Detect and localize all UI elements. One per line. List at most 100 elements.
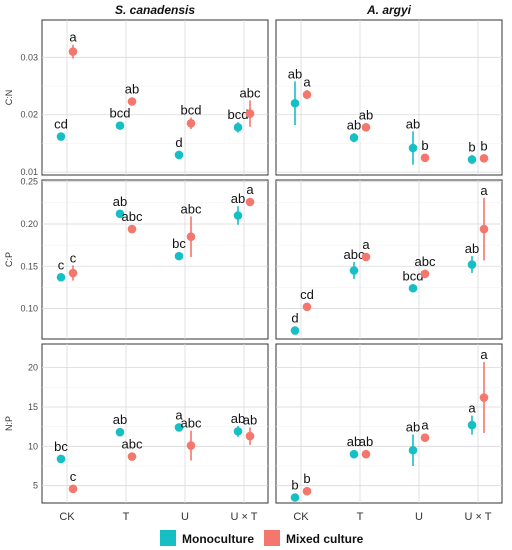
significance-label: b	[291, 477, 298, 492]
significance-label: bc	[54, 439, 68, 454]
significance-label: a	[303, 75, 311, 90]
data-point-mixed-culture	[479, 393, 489, 402]
significance-label: ab	[406, 116, 420, 131]
data-point-monoculture	[115, 427, 125, 437]
data-point-mixed-culture	[186, 441, 196, 450]
legend-label-mixed-culture: Mixed culture	[286, 532, 364, 546]
data-point-mixed-culture	[186, 119, 196, 128]
data-point-mixed-culture	[68, 47, 78, 56]
x-tick-label: U × T	[464, 511, 491, 523]
data-point-mixed-culture	[245, 109, 255, 118]
significance-label: a	[468, 401, 476, 416]
significance-label: b	[468, 140, 475, 155]
significance-label: abc	[181, 416, 202, 431]
data-point-monoculture	[290, 98, 300, 108]
significance-label: abc	[240, 85, 261, 100]
significance-label: b	[303, 471, 310, 486]
significance-label: bcd	[181, 103, 202, 118]
significance-label: cd	[54, 117, 68, 132]
data-point-monoculture	[467, 260, 477, 269]
data-point-monoculture	[467, 155, 477, 164]
significance-label: a	[480, 347, 488, 362]
data-point-mixed-culture	[479, 224, 489, 234]
data-point-monoculture	[408, 445, 418, 455]
y-tick-label: 15	[28, 402, 38, 412]
significance-label: d	[175, 135, 182, 150]
significance-label: ab	[288, 66, 302, 81]
data-point-mixed-culture	[68, 484, 78, 494]
data-point-monoculture	[290, 493, 300, 502]
data-point-monoculture	[174, 423, 184, 432]
significance-label: ab	[465, 241, 479, 256]
data-point-mixed-culture	[361, 252, 371, 262]
y-tick-label: 0.10	[20, 304, 38, 314]
data-point-mixed-culture	[68, 268, 78, 278]
data-point-mixed-culture	[127, 224, 137, 234]
significance-label: ab	[359, 107, 373, 122]
data-point-monoculture	[408, 143, 418, 153]
significance-label: d	[291, 311, 298, 326]
panel-c-p-s-canadensis	[41, 179, 269, 340]
y-axis-label-c-p: C:P	[4, 252, 14, 267]
y-tick-label: 20	[28, 363, 38, 373]
data-point-monoculture	[56, 454, 66, 464]
significance-label: ab	[113, 194, 127, 209]
x-tick-label: U × T	[230, 511, 257, 523]
significance-label: bcd	[228, 107, 249, 122]
significance-label: ab	[113, 412, 127, 427]
y-axis-label-c-n: C:N	[4, 90, 14, 106]
significance-label: abc	[122, 437, 143, 452]
y-tick-label: 5	[33, 481, 38, 491]
facet-title-a-argyi: A. argyi	[366, 3, 412, 17]
data-point-mixed-culture	[479, 154, 489, 163]
data-point-monoculture	[349, 266, 359, 275]
x-tick-label: CK	[293, 511, 309, 523]
significance-label: ab	[347, 434, 361, 449]
data-point-mixed-culture	[420, 433, 430, 442]
significance-label: c	[58, 257, 65, 272]
data-point-monoculture	[115, 121, 125, 130]
legend-label-monoculture: Monoculture	[182, 532, 254, 546]
data-point-monoculture	[233, 427, 243, 436]
data-point-monoculture	[174, 251, 184, 261]
y-tick-label: 0.20	[20, 219, 38, 229]
significance-label: a	[69, 30, 77, 45]
significance-label: abc	[181, 201, 202, 216]
data-point-mixed-culture	[245, 431, 255, 441]
significance-label: ab	[125, 82, 139, 97]
data-point-monoculture	[467, 420, 477, 430]
panel-c-n-s-canadensis	[41, 19, 269, 176]
data-point-mixed-culture	[245, 197, 255, 207]
significance-label: c	[70, 469, 77, 484]
significance-label: a	[421, 418, 429, 433]
x-tick-label: U	[415, 511, 423, 523]
significance-label: abc	[415, 254, 436, 269]
legend-swatch-mixed-culture	[264, 530, 280, 546]
y-axis-label-n-p: N:P	[4, 416, 14, 431]
data-point-monoculture	[56, 272, 66, 282]
significance-label: b	[421, 138, 428, 153]
y-tick-label: 0.15	[20, 261, 38, 271]
significance-label: bc	[172, 236, 186, 251]
data-point-monoculture	[290, 326, 300, 335]
significance-label: b	[480, 138, 487, 153]
significance-label: a	[480, 183, 488, 198]
data-point-monoculture	[233, 211, 243, 220]
facet-title-s-canadensis: S. canadensis	[115, 3, 195, 17]
y-tick-label: 0.02	[20, 110, 38, 120]
significance-label: abc	[344, 247, 365, 262]
significance-label: ab	[406, 420, 420, 435]
significance-label: cd	[300, 287, 314, 302]
data-point-monoculture	[349, 133, 359, 142]
y-tick-label: 0.25	[20, 177, 38, 187]
x-tick-label: T	[357, 511, 364, 523]
significance-label: c	[70, 250, 77, 265]
y-tick-label: 0.01	[20, 167, 38, 177]
data-point-mixed-culture	[302, 486, 312, 496]
data-point-mixed-culture	[302, 90, 312, 99]
data-point-monoculture	[115, 209, 125, 219]
significance-label: abc	[122, 209, 143, 224]
data-point-mixed-culture	[302, 302, 312, 312]
significance-label: ab	[243, 412, 257, 427]
data-point-monoculture	[233, 123, 243, 132]
